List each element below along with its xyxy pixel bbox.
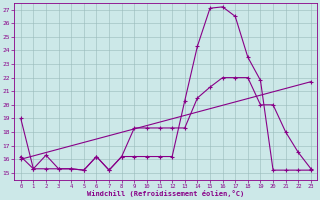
X-axis label: Windchill (Refroidissement éolien,°C): Windchill (Refroidissement éolien,°C): [87, 190, 244, 197]
